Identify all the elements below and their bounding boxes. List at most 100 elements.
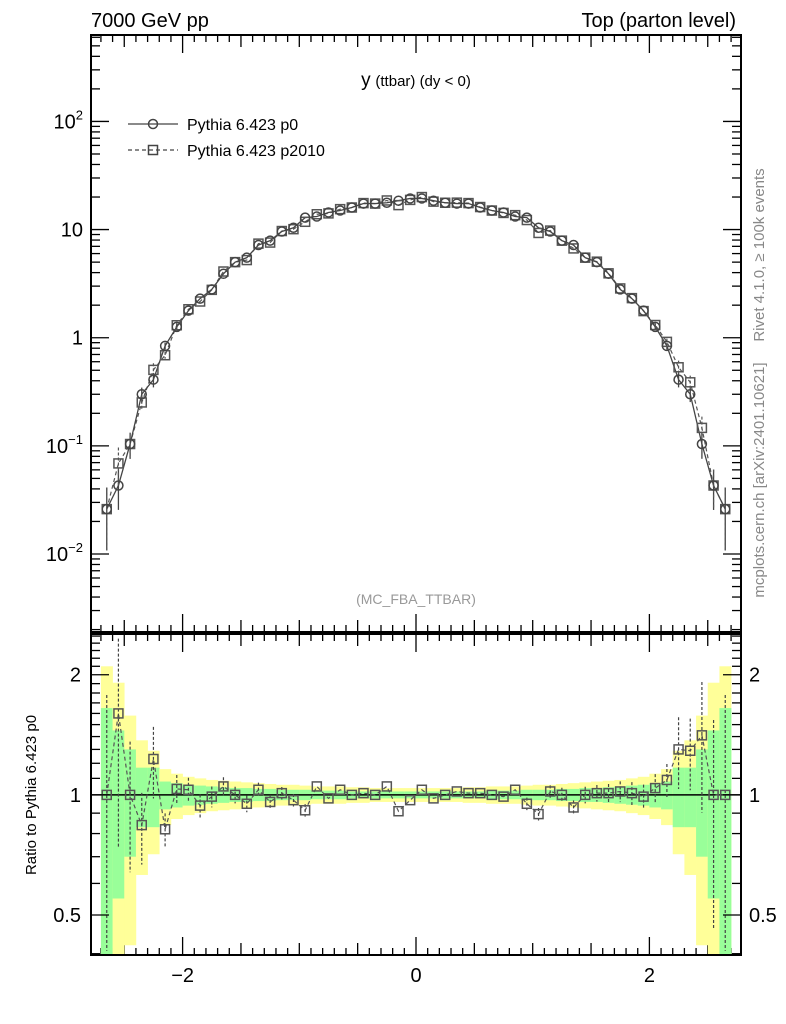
legend-square-marker (147, 144, 159, 156)
ratio-point (428, 793, 439, 804)
ratio-point (358, 787, 369, 799)
ratio-point (334, 784, 346, 796)
p0-point (684, 389, 696, 400)
p0-point (603, 268, 614, 280)
ratio-point (369, 789, 381, 801)
ratio-point (218, 781, 229, 792)
p0-point (381, 197, 393, 209)
ratio-point (241, 798, 253, 810)
p0-point (521, 212, 533, 223)
ratio-point (638, 791, 649, 802)
p0-point (206, 284, 218, 295)
header-left: 7000 GeV pp (91, 10, 209, 32)
ratio-point (696, 730, 708, 741)
y-tick-label: 1 (72, 328, 83, 350)
p0-point (638, 305, 649, 316)
p0-point (101, 503, 113, 515)
p2010-line (106, 196, 726, 510)
ratio-y-tick-label-right: 2 (749, 665, 760, 687)
ratio-point (311, 781, 323, 792)
ratio-panel: −2 0 2 2 2 1 1 0.5 0.5 (53, 633, 777, 987)
x-tick-label: 0 (410, 965, 421, 987)
ratio-point (323, 793, 334, 804)
ratio-point (276, 787, 288, 799)
ratio-point (708, 789, 719, 801)
ratio-point (649, 782, 661, 794)
ratio-point (533, 808, 544, 820)
ratio-point (148, 753, 159, 765)
x-tick-label: 2 (644, 965, 655, 987)
ratio-point (474, 787, 486, 799)
p0-point (673, 374, 684, 385)
ratio-point (568, 802, 579, 813)
p0-point (264, 235, 276, 246)
legend-label-p2010: Pythia 6.423 p2010 (187, 143, 325, 160)
p0-point (719, 503, 731, 515)
p0-point (474, 202, 486, 213)
p0-point (311, 211, 323, 222)
ratio-point (136, 819, 148, 831)
plot-title: y (ttbar) (dy < 0) (361, 70, 471, 91)
ratio-point (439, 789, 451, 801)
ratio-point (159, 824, 171, 835)
analysis-label: (MC_FBA_TTBAR) (356, 591, 476, 607)
ratio-point (229, 789, 241, 801)
ratio-point (591, 787, 603, 799)
p0-point (253, 239, 264, 251)
p0-point (556, 235, 568, 246)
p2010-point (661, 336, 673, 348)
ratio-point (124, 789, 136, 801)
ratio-point (393, 805, 404, 817)
p0-point (463, 198, 474, 209)
rivet-label: Rivet 4.1.0, ≥ 100k events (751, 168, 768, 341)
green-band-bin (672, 767, 685, 828)
ratio-point (171, 783, 183, 795)
p0-point (113, 480, 124, 491)
ratio-y-tick-label: 1 (70, 785, 81, 807)
green-band-bin (684, 767, 697, 828)
p0-point (428, 195, 439, 206)
p0-point (708, 480, 719, 491)
p2010-point (568, 243, 579, 254)
p0-point (451, 198, 463, 209)
p0-point (183, 305, 194, 316)
mcplots-label: mcplots.cern.ch [arXiv:2401.10621] (751, 362, 768, 597)
x-tick-label: −2 (171, 965, 194, 987)
ratio-y-tick-label-right: 1 (749, 785, 760, 807)
y-tick-label: 10 (61, 220, 83, 242)
ratio-point (381, 781, 393, 792)
p0-point (416, 193, 428, 204)
p0-point (218, 268, 229, 280)
ratio-point (603, 787, 614, 799)
p2010-point (393, 199, 404, 211)
p0-point (393, 195, 404, 206)
p0-point (358, 198, 369, 209)
p0-point (498, 207, 509, 218)
p0-point (591, 256, 603, 268)
ratio-y-tick-label: 0.5 (53, 905, 81, 927)
legend: Pythia 6.423 p0 Pythia 6.423 p2010 (128, 117, 325, 160)
p0-point (509, 211, 521, 222)
p0-point (486, 205, 498, 216)
p0-point (159, 340, 171, 352)
ratio-point (579, 789, 591, 801)
ratio-point (509, 784, 521, 796)
p0-point (229, 256, 241, 268)
p0-point (148, 374, 159, 385)
p0-point (299, 212, 311, 223)
ratio-point (556, 789, 568, 801)
p0-point (288, 222, 299, 233)
ratio-point (521, 798, 533, 810)
ratio-point (264, 796, 276, 808)
p2010-point (194, 296, 206, 307)
y-tick-label: 10−1 (46, 432, 83, 458)
ratio-y-label: Ratio to Pythia 6.423 p0 (23, 715, 40, 875)
p0-point (696, 438, 708, 450)
ratio-point (684, 745, 696, 756)
y-tick-label: 102 (54, 107, 83, 133)
ratio-point (299, 805, 311, 816)
ratio-point (183, 784, 194, 796)
p0-point (533, 222, 544, 233)
p0-point (136, 389, 148, 400)
